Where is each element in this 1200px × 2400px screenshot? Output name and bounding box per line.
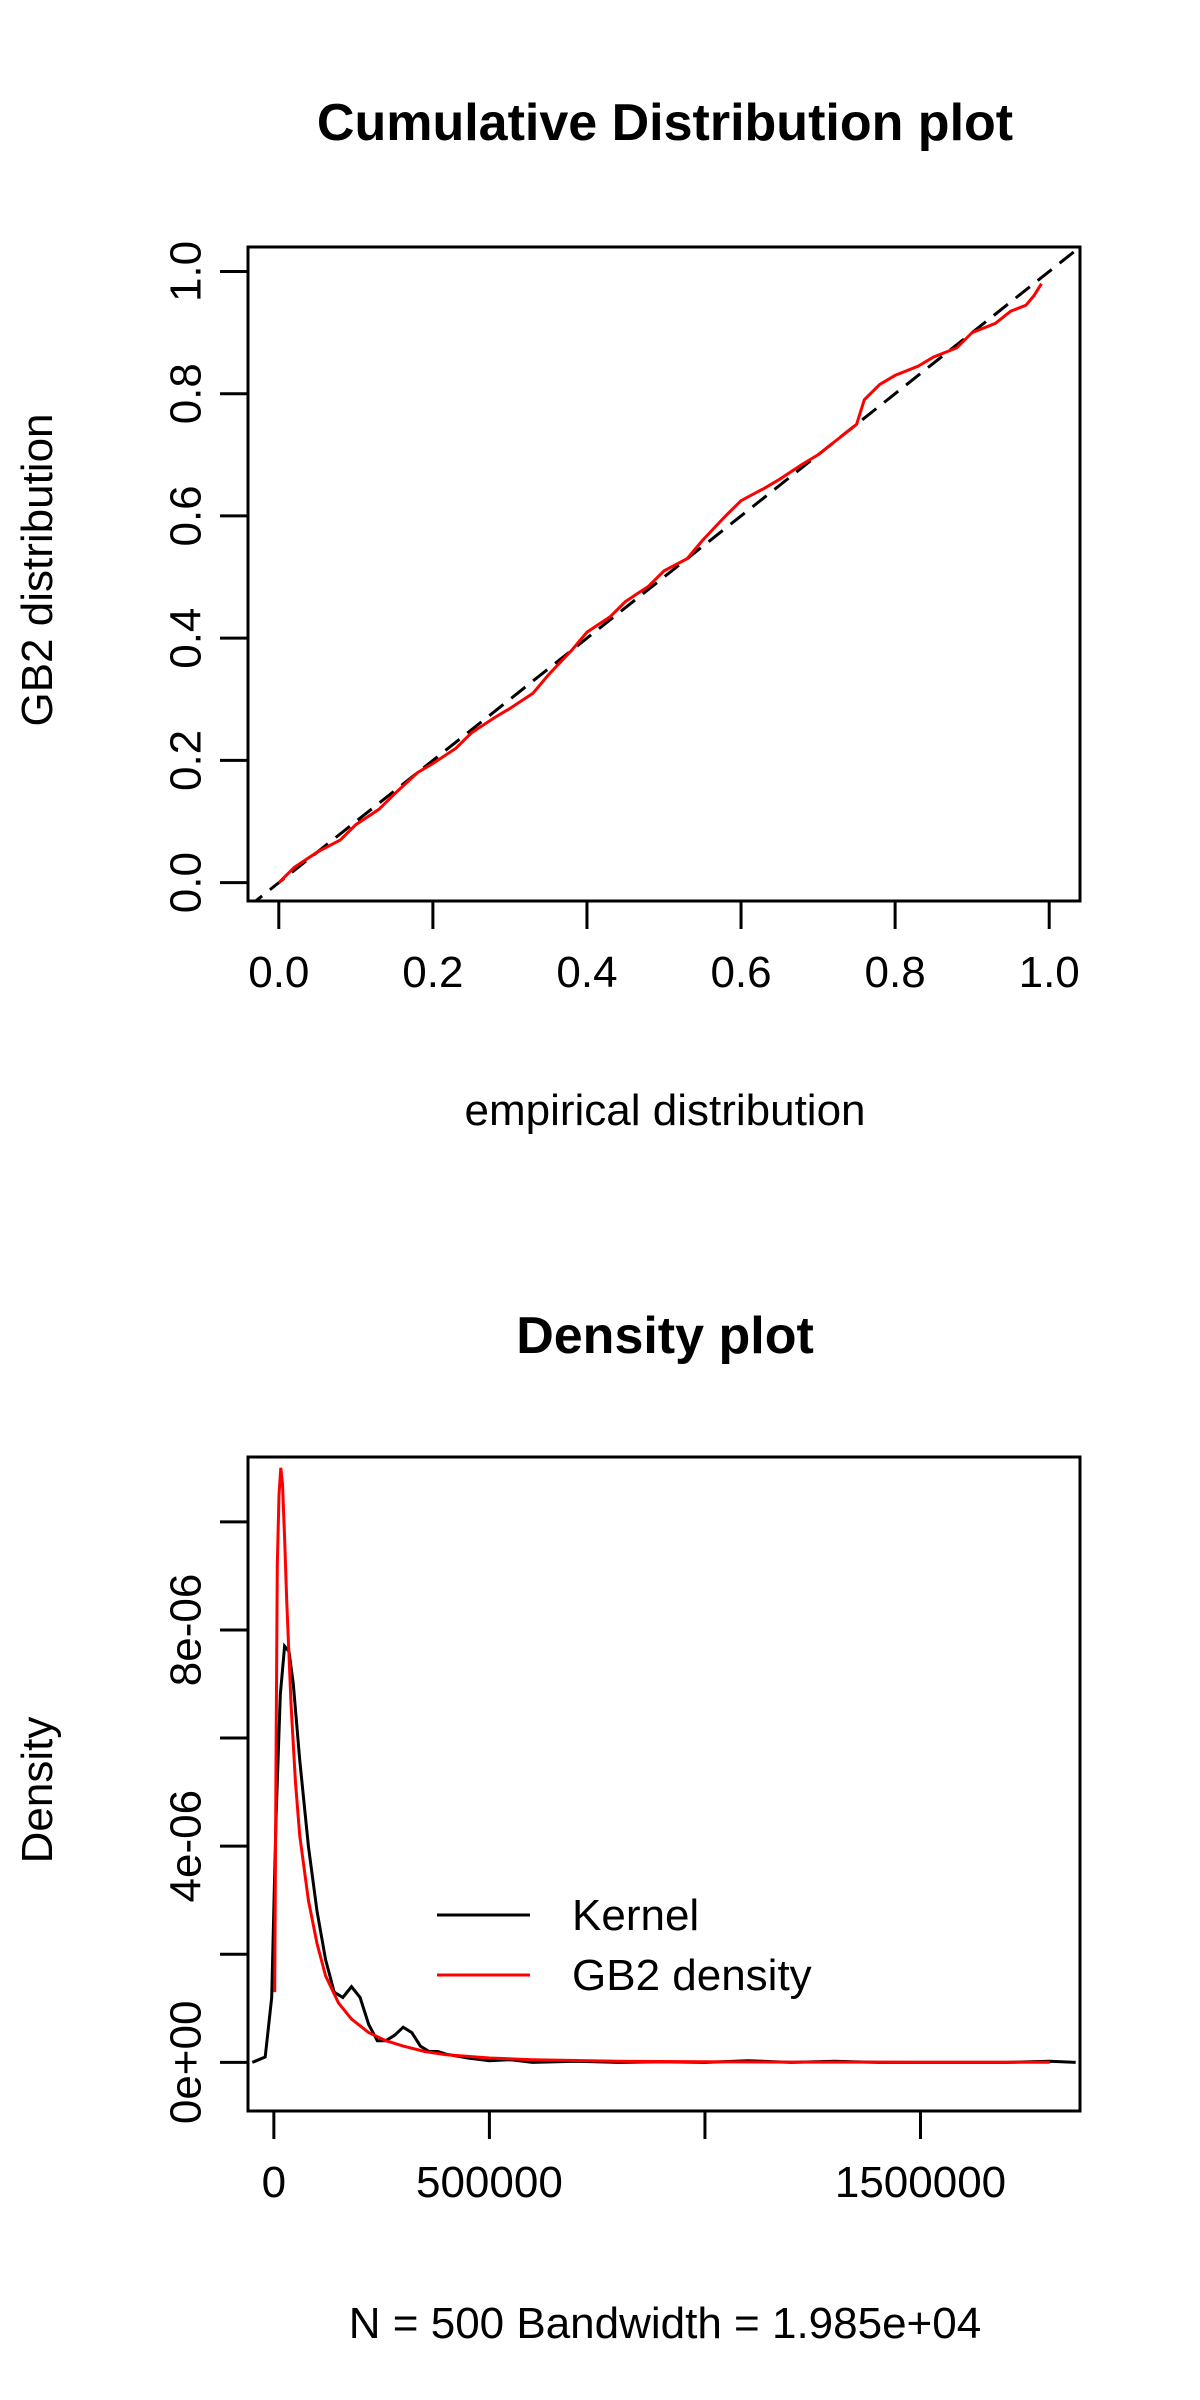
density-chart: Density plot N = 500 Bandwidth = 1.985e+…: [13, 1307, 1082, 2348]
cdf-plot-frame: [246, 245, 1082, 903]
density-plot-frame: [246, 1455, 1082, 2113]
y-tick-label: 8e-06: [162, 1574, 211, 1687]
y-tick-label: 0.8: [162, 363, 211, 424]
c2-series-gb2-density: [273, 1467, 1050, 2064]
y-tick-label: 0.2: [162, 730, 211, 791]
y-tick-label: 0e+00: [162, 2001, 211, 2125]
x-tick-label: 0.4: [556, 948, 617, 997]
cdf-x-axis-label: empirical distribution: [464, 1086, 865, 1135]
y-tick-label: 0.0: [162, 852, 211, 913]
density-y-ticks: 0e+00 4e-06 8e-06: [162, 1520, 248, 2125]
y-tick-label: 4e-06: [162, 1790, 211, 1903]
x-tick-label: 1.0: [1019, 948, 1080, 997]
legend-label-gb2-density: GB2 density: [572, 1951, 812, 2000]
x-tick-label: 500000: [416, 2158, 563, 2207]
x-tick-label: 0.0: [248, 948, 309, 997]
x-tick-label: 0: [262, 2158, 286, 2207]
x-tick-label: 0.6: [710, 948, 771, 997]
c1-series-dashed-0: [253, 247, 1080, 901]
y-tick-label: 0.4: [162, 608, 211, 669]
y-tick-label: 0.6: [162, 485, 211, 546]
density-x-ticks: 0 500000 1500000: [262, 2111, 1006, 2207]
legend-label-kernel: Kernel: [572, 1891, 699, 1940]
x-tick-label: 0.2: [402, 948, 463, 997]
density-title: Density plot: [516, 1307, 814, 1365]
cdf-title: Cumulative Distribution plot: [317, 94, 1013, 152]
cdf-chart: Cumulative Distribution plot empirical d…: [13, 94, 1082, 1135]
x-tick-label: 0.8: [865, 948, 926, 997]
cdf-x-ticks: 0.0 0.2 0.4 0.6 0.8 1.0: [248, 901, 1080, 997]
density-legend: Kernel GB2 density: [437, 1891, 812, 2000]
c1-series-solid-1: [277, 282, 1043, 884]
density-y-axis-label: Density: [13, 1717, 62, 1864]
density-x-axis-label: N = 500 Bandwidth = 1.985e+04: [349, 2299, 981, 2348]
x-tick-label: 1500000: [835, 2158, 1006, 2207]
cdf-y-axis-label: GB2 distribution: [13, 413, 62, 726]
cdf-plot-area: [253, 247, 1080, 901]
density-plot-area: [251, 1467, 1076, 2064]
y-tick-label: 1.0: [162, 241, 211, 302]
cdf-y-ticks: 0.0 0.2 0.4 0.6 0.8 1.0: [162, 241, 248, 913]
